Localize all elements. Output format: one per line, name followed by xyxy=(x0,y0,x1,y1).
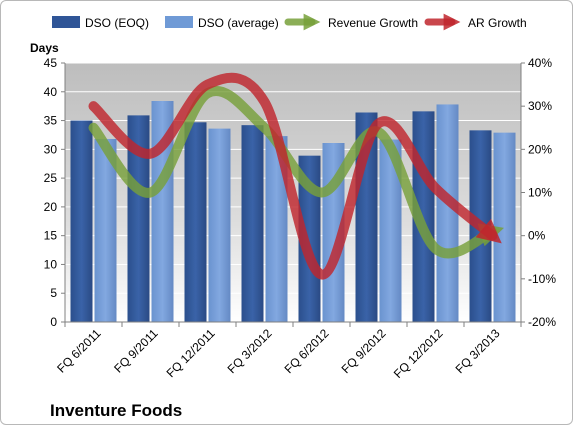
y2-tick-label: 20% xyxy=(528,142,552,156)
y-tick-label: 5 xyxy=(50,286,57,300)
y-tick-label: 15 xyxy=(44,229,58,243)
bar-dso-eoq xyxy=(70,120,93,322)
y2-tick-label: 10% xyxy=(528,186,552,200)
legend-label: DSO (EOQ) xyxy=(85,16,149,30)
x-tick-label: FQ 6/2011 xyxy=(54,326,104,376)
bar-dso-eoq xyxy=(127,115,150,323)
x-tick-label: FQ 6/2012 xyxy=(282,326,332,376)
y2-tick-label: 0% xyxy=(528,229,546,243)
legend-swatch xyxy=(165,16,193,28)
y-tick-label: 45 xyxy=(44,56,58,70)
bar-dso-average xyxy=(493,132,516,322)
y-tick-label: 30 xyxy=(44,142,58,156)
legend: DSO (EOQ) DSO (average) Revenue Growth AR G… xyxy=(52,13,527,31)
y-tick-label: 35 xyxy=(44,114,58,128)
growth-lines xyxy=(88,72,504,280)
y-tick-label: 40 xyxy=(44,85,58,99)
bar-dso-eoq xyxy=(298,155,321,322)
x-tick-label: FQ 12/2012 xyxy=(391,326,446,381)
bar-dso-average xyxy=(94,138,117,322)
y-tick-label: 10 xyxy=(44,257,58,271)
bars xyxy=(70,100,516,323)
revenue-growth-line xyxy=(88,86,504,259)
legend-label: DSO (average) xyxy=(198,16,279,30)
x-tick-label: FQ 3/2013 xyxy=(453,326,503,376)
bar-dso-eoq xyxy=(241,125,264,322)
bar-dso-average xyxy=(265,136,288,322)
bar-dso-average xyxy=(436,104,459,322)
x-tick-label: FQ 12/2011 xyxy=(164,326,218,380)
y-tick-label: 20 xyxy=(44,200,58,214)
legend-swatch xyxy=(52,16,80,28)
y2-tick-label: 30% xyxy=(528,99,552,113)
y2-tick-label: 40% xyxy=(528,56,552,70)
legend-label: AR Growth xyxy=(468,16,527,30)
ar-growth-line xyxy=(88,72,502,280)
y2-tick-label: -20% xyxy=(528,315,556,329)
y-axis-title: Days xyxy=(30,41,59,55)
x-tick-label: FQ 9/2011 xyxy=(111,326,161,376)
y-tick-label: 0 xyxy=(50,315,57,329)
chart-title: Inventure Foods xyxy=(50,401,182,420)
y-tick-label: 25 xyxy=(44,171,58,185)
y2-tick-label: -10% xyxy=(528,272,556,286)
bar-dso-eoq xyxy=(184,122,207,322)
bar-dso-average xyxy=(208,128,231,322)
legend-label: Revenue Growth xyxy=(328,16,418,30)
bar-dso-average xyxy=(379,139,402,322)
x-tick-label: FQ 9/2012 xyxy=(339,326,389,376)
x-tick-label: FQ 3/2012 xyxy=(225,326,275,376)
